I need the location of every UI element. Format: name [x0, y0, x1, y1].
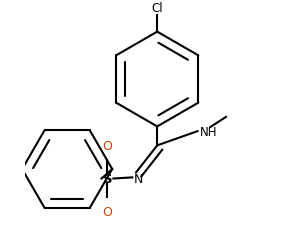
Text: N: N: [134, 172, 143, 185]
Text: O: O: [102, 205, 112, 218]
Text: O: O: [102, 140, 112, 153]
Text: S: S: [103, 172, 112, 185]
Text: Cl: Cl: [151, 2, 163, 15]
Text: NH: NH: [200, 125, 217, 138]
